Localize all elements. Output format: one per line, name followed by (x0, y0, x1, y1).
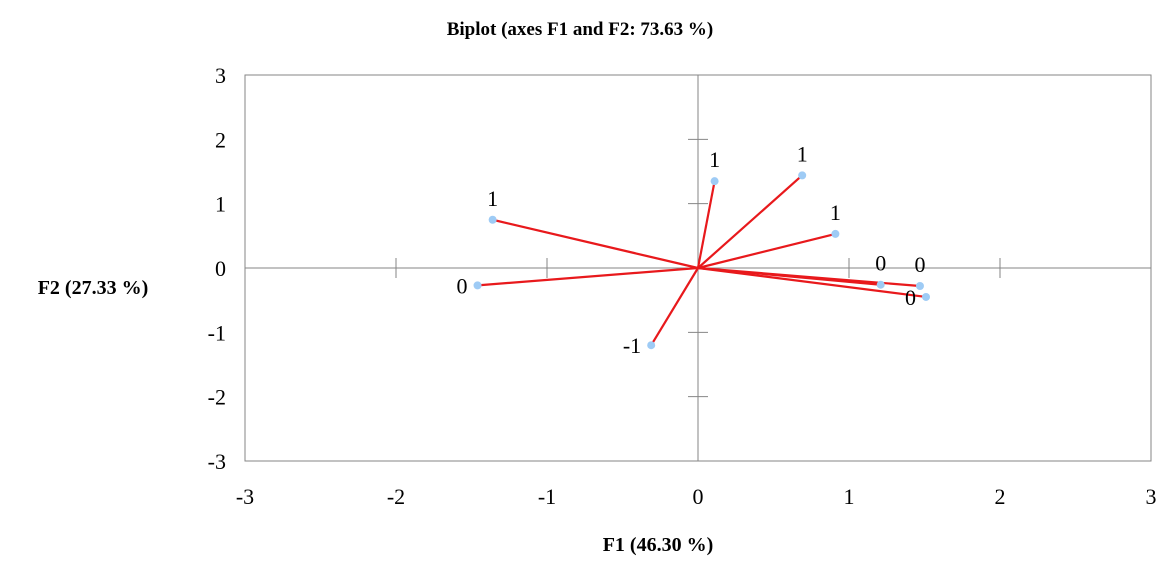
point-label: -1 (623, 333, 641, 358)
data-point (798, 171, 807, 180)
points (473, 171, 931, 350)
y-tick-label: 3 (215, 63, 226, 88)
vector-line (697, 174, 803, 269)
y-tick-label: 2 (215, 127, 226, 152)
x-tick-label: 1 (844, 484, 855, 509)
vectors (477, 174, 927, 346)
y-tick-label: -2 (208, 385, 226, 410)
x-tick-label: -1 (538, 484, 556, 509)
data-point (710, 177, 719, 186)
vector-line (697, 266, 921, 288)
y-axis-title: F2 (27.33 %) (38, 277, 149, 299)
x-tick-label: 3 (1146, 484, 1157, 509)
data-point (647, 341, 656, 350)
point-label: 0 (914, 252, 925, 277)
vector-line (650, 267, 699, 346)
y-tick-label: -1 (208, 320, 226, 345)
x-tick-label: -3 (236, 484, 254, 509)
x-tick-label: 0 (693, 484, 704, 509)
x-tick-label: 2 (995, 484, 1006, 509)
point-label: 1 (487, 186, 498, 211)
point-label: 0 (905, 285, 916, 310)
tick-labels: -3 -2 -1 0 1 2 3 3 2 1 0 -1 -2 -3 (208, 63, 1157, 509)
data-point (488, 215, 497, 224)
y-tick-label: 0 (215, 256, 226, 281)
vector-line (696, 180, 716, 269)
point-label: 0 (875, 251, 886, 276)
vector-line (697, 266, 927, 299)
data-point (831, 229, 840, 238)
vector-line (477, 266, 699, 287)
y-tick-label: 1 (215, 192, 226, 217)
point-label: 1 (830, 200, 841, 225)
data-point (922, 292, 931, 301)
point-label: 1 (709, 147, 720, 172)
data-point (915, 282, 924, 291)
chart-title: Biplot (axes F1 and F2: 73.63 %) (447, 19, 714, 40)
vector-line (492, 218, 699, 270)
x-tick-label: -2 (387, 484, 405, 509)
point-label: 1 (797, 141, 808, 166)
point-label: 0 (457, 273, 468, 298)
data-point (876, 280, 885, 289)
x-axis-title: F1 (46.30 %) (603, 534, 714, 556)
data-point (473, 281, 482, 290)
y-tick-label: -3 (208, 449, 226, 474)
vector-line (697, 232, 836, 270)
